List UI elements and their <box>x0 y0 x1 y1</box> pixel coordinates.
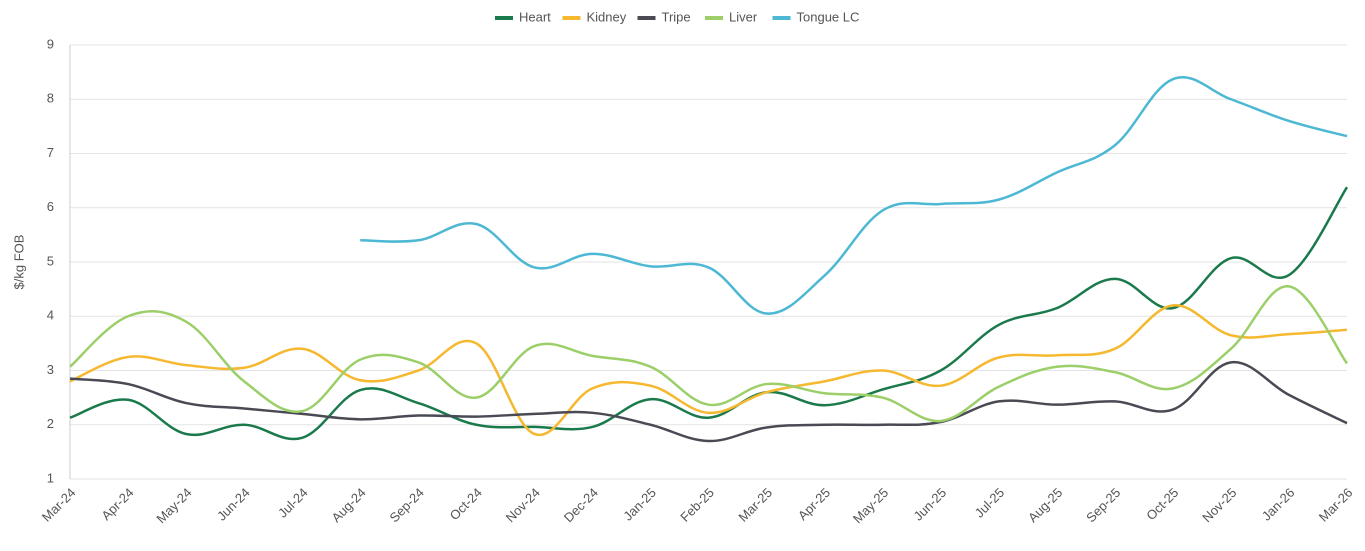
x-tick-label: Sep-24 <box>387 485 427 525</box>
y-tick-label: 3 <box>47 362 54 377</box>
legend-label: Heart <box>519 9 551 24</box>
x-tick-label: Apr-25 <box>795 485 833 523</box>
line-series <box>69 304 1348 437</box>
x-tick-label: Jun-24 <box>214 485 253 524</box>
line-series <box>69 285 1349 423</box>
x-tick-label: Nov-25 <box>1199 485 1239 525</box>
x-tick-label: May-25 <box>850 485 891 526</box>
y-axis-label: $/kg FOB <box>11 235 26 290</box>
y-tick-label: 5 <box>47 253 54 268</box>
x-tick-label: Oct-25 <box>1143 485 1181 523</box>
x-tick-label: May-24 <box>153 485 194 526</box>
line-series <box>69 186 1349 441</box>
x-tick-label: Sep-25 <box>1083 485 1123 525</box>
x-tick-label: Apr-24 <box>98 485 136 523</box>
legend-label: Liver <box>729 9 758 24</box>
legend-label: Tripe <box>662 9 691 24</box>
y-tick-label: 6 <box>47 199 54 214</box>
line-series <box>360 76 1348 315</box>
x-tick-label: Jul-25 <box>972 485 1008 521</box>
x-tick-label: Jul-24 <box>275 485 311 521</box>
x-tick-label: Oct-24 <box>447 485 485 523</box>
x-tick-label: Jan-26 <box>1259 485 1298 524</box>
x-tick-label: Mar-26 <box>1316 485 1356 525</box>
y-tick-label: 9 <box>47 36 54 51</box>
x-tick-label: Jan-25 <box>620 485 659 524</box>
y-tick-label: 2 <box>47 416 54 431</box>
x-tick-label: Feb-25 <box>677 485 717 525</box>
x-tick-label: Aug-24 <box>329 485 369 525</box>
x-tick-label: Mar-25 <box>735 485 775 525</box>
x-tick-label: Nov-24 <box>503 485 543 525</box>
legend-label: Kidney <box>587 9 627 24</box>
line-series <box>69 361 1348 443</box>
x-tick-label: Aug-25 <box>1025 485 1065 525</box>
y-tick-label: 1 <box>47 470 54 485</box>
x-tick-label: Jun-25 <box>911 485 950 524</box>
y-tick-label: 8 <box>47 91 54 106</box>
y-tick-label: 4 <box>47 308 54 323</box>
x-tick-label: Dec-24 <box>561 485 601 525</box>
x-tick-label: Mar-24 <box>39 485 79 525</box>
y-tick-label: 7 <box>47 145 54 160</box>
legend-label: Tongue LC <box>797 9 860 24</box>
